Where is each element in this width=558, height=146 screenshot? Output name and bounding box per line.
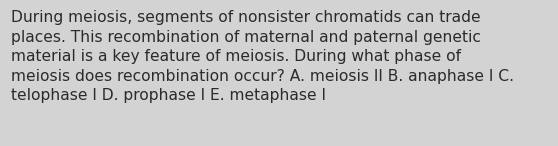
Text: During meiosis, segments of nonsister chromatids can trade
places. This recombin: During meiosis, segments of nonsister ch… (11, 10, 514, 104)
